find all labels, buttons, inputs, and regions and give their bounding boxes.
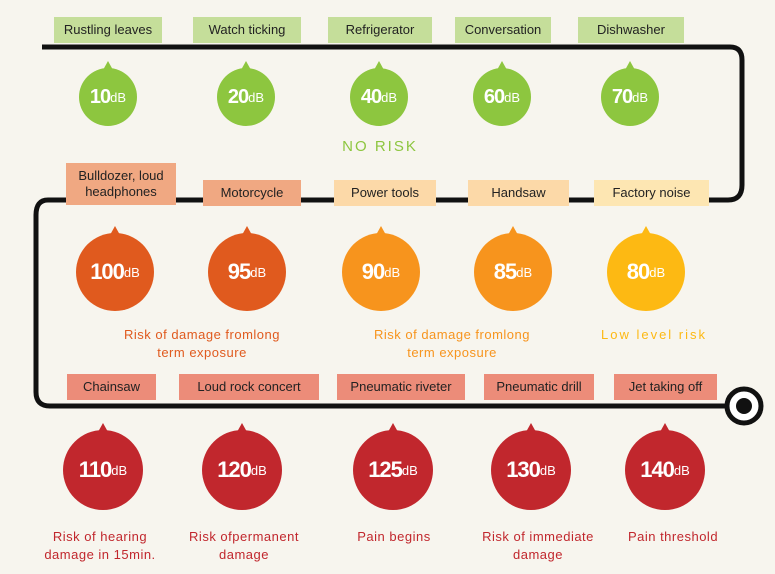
source-label: Pneumatic drill <box>484 374 594 400</box>
decibel-bubble: 130 dB <box>491 423 571 510</box>
source-label: Factory noise <box>594 180 709 206</box>
source-label: Pneumatic riveter <box>337 374 465 400</box>
risk-note: Risk ofpermanent damage <box>189 529 299 562</box>
source-label: Rustling leaves <box>54 17 162 43</box>
source-label: Chainsaw <box>67 374 156 400</box>
decibel-bubble: 70 dB <box>601 61 659 126</box>
decibel-bubble: 80 dB <box>607 226 685 311</box>
source-label: Power tools <box>334 180 436 206</box>
decibel-bubble: 20 dB <box>217 61 275 126</box>
decibel-bubble: 120 dB <box>202 423 282 510</box>
track-end-marker <box>724 386 764 426</box>
risk-note: Pain begins <box>357 529 431 544</box>
risk-note: Risk of damage fromlong term exposure <box>123 327 280 360</box>
decibel-bubble: 140 dB <box>625 423 705 510</box>
decibel-bubble: 85 dB <box>474 226 552 311</box>
source-label: Conversation <box>455 17 551 43</box>
decibel-bubble: 100 dB <box>76 226 154 311</box>
source-label: Jet taking off <box>614 374 717 400</box>
decibel-bubble: 110 dB <box>63 423 143 510</box>
risk-note: Risk of immediate damage <box>482 529 594 562</box>
decibel-bubble: 95 dB <box>208 226 286 311</box>
decibel-bubble: 40 dB <box>350 61 408 126</box>
source-label: Dishwasher <box>578 17 684 43</box>
risk-note: NO RISK <box>342 138 418 155</box>
risk-note: Low level risk <box>600 327 708 342</box>
risk-note: Risk of damage fromlong term exposure <box>373 327 530 360</box>
source-label: Bulldozer, loud headphones <box>66 163 176 205</box>
source-label: Motorcycle <box>203 180 301 206</box>
source-label: Watch ticking <box>193 17 301 43</box>
source-label: Loud rock concert <box>179 374 319 400</box>
decibel-bubble: 125 dB <box>353 423 433 510</box>
source-label: Refrigerator <box>328 17 432 43</box>
source-label: Handsaw <box>468 180 569 206</box>
decibel-bubble: 60 dB <box>473 61 531 126</box>
risk-note: Risk of hearing damage in 15min. <box>44 529 156 562</box>
risk-note: Pain threshold <box>627 529 719 544</box>
decibel-bubble: 90 dB <box>342 226 420 311</box>
decibel-bubble: 10 dB <box>79 61 137 126</box>
